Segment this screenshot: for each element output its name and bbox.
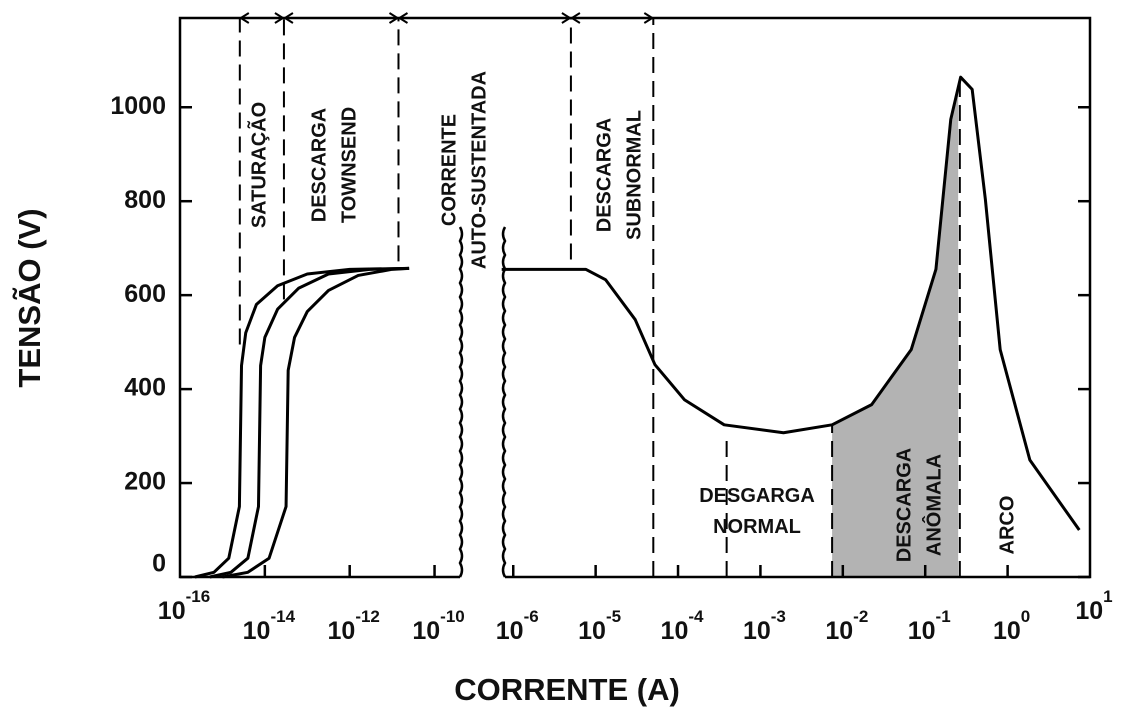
x-tick-base: 10: [328, 617, 356, 645]
region-label: SUBNORMAL: [623, 110, 645, 240]
y-tick-label: 0: [152, 550, 166, 578]
x-tick-base: 10: [158, 597, 186, 625]
x-tick-exponent: -5: [606, 607, 621, 626]
x-tick-label: 10-4: [661, 607, 704, 644]
arrow-head: [238, 12, 285, 24]
curve: [209, 266, 410, 579]
axis-break: [458, 226, 464, 578]
x-tick-exponent: -3: [771, 607, 786, 626]
x-tick-exponent: 0: [1021, 607, 1030, 626]
x-tick-label: 10-6: [496, 607, 539, 644]
x-tick-exponent: 1: [1103, 587, 1112, 606]
arrow-head: [397, 12, 572, 24]
region-label: ANÔMALA: [921, 454, 945, 556]
arrow-head: [283, 12, 400, 24]
y-tick-label: 1000: [110, 92, 166, 120]
x-tick-exponent: -4: [688, 607, 704, 626]
x-tick-base: 10: [243, 617, 271, 645]
region-label: DESCARGA: [593, 118, 615, 232]
y-tick-label: 600: [124, 280, 166, 308]
x-tick-exponent: -10: [440, 607, 465, 626]
arrow-head: [570, 12, 655, 24]
y-tick-label: 400: [124, 374, 166, 402]
curve: [501, 75, 1081, 531]
x-tick-base: 10: [908, 617, 936, 645]
x-tick-exponent: -14: [270, 607, 295, 626]
axis-break: [501, 226, 507, 578]
curve: [222, 266, 410, 579]
x-tick-label: 10-12: [328, 607, 380, 644]
x-tick-base: 10: [743, 617, 771, 645]
y-tick-label: 200: [124, 468, 166, 496]
x-tick-exponent: -1: [936, 607, 951, 626]
x-tick-exponent: -16: [186, 587, 211, 606]
x-tick-label: 10-5: [578, 607, 621, 644]
y-tick-label: 800: [124, 186, 166, 214]
region-label: ARCO: [996, 496, 1018, 555]
x-tick-label: 10-16: [158, 587, 210, 624]
x-tick-exponent: -6: [524, 607, 539, 626]
region-label: DESCARGA: [308, 108, 330, 222]
x-tick-label: 10-2: [825, 607, 868, 644]
region-label: SATURAÇÃO: [247, 102, 270, 228]
x-tick-label: 10-3: [743, 607, 786, 644]
y-axis-title: TENSÃO (V): [12, 208, 47, 387]
x-tick-label: 10-10: [412, 607, 464, 644]
curve: [194, 266, 410, 579]
x-tick-base: 10: [1075, 597, 1103, 625]
x-tick-exponent: -12: [355, 607, 380, 626]
x-axis-title: CORRENTE (A): [454, 672, 680, 707]
x-tick-base: 10: [661, 617, 689, 645]
region-label: CORRENTE: [438, 114, 460, 226]
shaded-area: [832, 87, 959, 577]
x-tick-base: 10: [496, 617, 524, 645]
x-tick-base: 10: [993, 617, 1021, 645]
x-tick-label: 10-1: [908, 607, 951, 644]
region-label: AUTO-SUSTENTADA: [468, 71, 490, 269]
x-tick-base: 10: [412, 617, 440, 645]
region-label: NORMAL: [713, 516, 801, 538]
x-tick-label: 10-14: [243, 607, 296, 644]
x-tick-exponent: -2: [853, 607, 868, 626]
region-label: TOWNSEND: [338, 107, 360, 223]
x-tick-label: 100: [993, 607, 1030, 644]
x-tick-base: 10: [825, 617, 853, 645]
x-tick-base: 10: [578, 617, 606, 645]
region-label: DESGARGA: [699, 485, 815, 507]
region-label: DESCARGA: [893, 448, 915, 562]
x-tick-label: 101: [1075, 587, 1112, 624]
